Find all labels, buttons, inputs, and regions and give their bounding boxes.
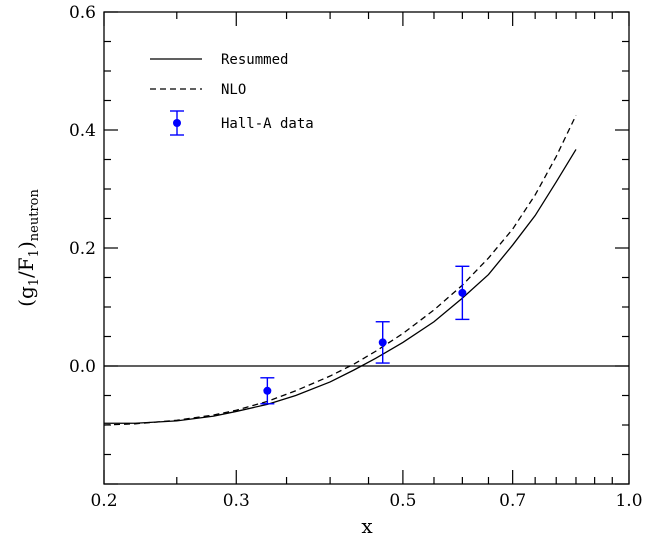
y-title-sub1: 1 xyxy=(27,278,42,286)
data-point-2 xyxy=(378,338,387,347)
legend-swatch-hall-a-data xyxy=(173,119,181,127)
y-title-slash: /F xyxy=(14,257,38,278)
plot-area xyxy=(103,114,629,426)
x-tick-label: 0.5 xyxy=(389,491,416,511)
x-tick-label: 0.3 xyxy=(223,491,250,511)
series-line-nlo xyxy=(103,114,577,426)
y-tick-label: 0.0 xyxy=(69,357,96,377)
legend-label-hall-a-data: Hall-A data xyxy=(221,116,314,132)
y-tick-label: 0.4 xyxy=(69,121,96,141)
data-point-3 xyxy=(458,288,467,297)
legend: Resummed NLO Hall-A data xyxy=(150,52,314,136)
y-tick-label: 0.6 xyxy=(69,3,96,23)
x-tick-label: 1.0 xyxy=(615,491,642,511)
y-title-sub3: neutron xyxy=(27,189,42,242)
y-title-close: ) xyxy=(14,241,38,249)
x-tick-label: 0.7 xyxy=(499,491,526,511)
y-title-open: (g xyxy=(14,286,38,307)
y-axis-title: (g1/F1)neutron xyxy=(14,189,42,307)
y-title-sub2: 1 xyxy=(27,249,42,257)
axes: 0.0 0.2 0.4 0.6 0.2 0.3 0.5 0.7 1.0 xyxy=(69,3,643,511)
plot-frame xyxy=(103,11,630,485)
x-axis-title: x xyxy=(361,514,373,538)
y-tick-label: 0.2 xyxy=(69,239,96,259)
legend-label-resummed: Resummed xyxy=(221,52,288,68)
legend-label-nlo: NLO xyxy=(221,82,246,98)
data-point-1 xyxy=(263,386,272,395)
x-tick-label: 0.2 xyxy=(90,491,117,511)
series-line-resummed xyxy=(104,149,577,424)
